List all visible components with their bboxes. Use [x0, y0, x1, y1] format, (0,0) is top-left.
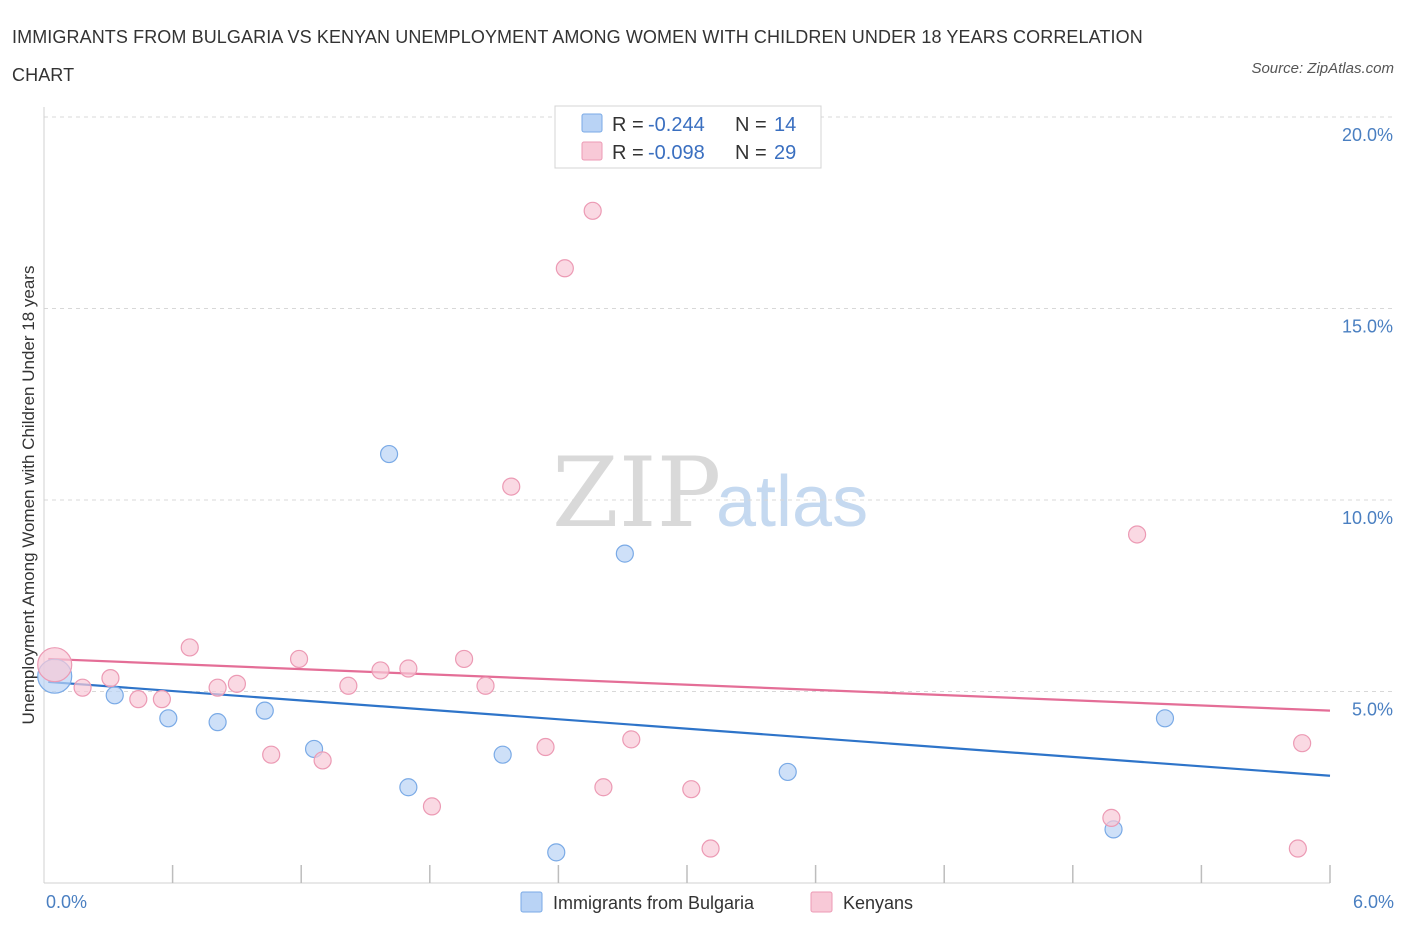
point-kenyans [536, 737, 555, 757]
point-kenyans [1293, 734, 1312, 753]
y-tick-label: 10.0% [1342, 508, 1393, 528]
point-kenyans [555, 259, 574, 278]
point-bulgaria [255, 701, 274, 720]
point-kenyans [180, 638, 199, 657]
y-tick-label: 20.0% [1342, 125, 1393, 145]
y-axis-label: Unemployment Among Women with Children U… [19, 266, 38, 725]
point-bulgaria [778, 762, 797, 782]
point-kenyans [594, 778, 613, 797]
y-axis-tick-labels: 5.0% 10.0% 15.0% 20.0% [1342, 125, 1393, 720]
watermark-zip: ZIP [552, 437, 721, 549]
x-tick-label-max: 6.0% [1353, 892, 1394, 912]
watermark-atlas: atlas [716, 462, 868, 542]
grid-lines [44, 116, 1394, 692]
point-kenyans [339, 676, 358, 695]
y-tick-label: 5.0% [1352, 700, 1393, 720]
point-kenyans [1288, 839, 1307, 858]
series-legend-label-kenyans: Kenyans [843, 893, 913, 913]
point-bulgaria [208, 713, 227, 732]
series-legend: Immigrants from Bulgaria Kenyans [520, 891, 913, 913]
point-kenyans [682, 780, 701, 799]
series-legend-swatch-kenyans [810, 891, 833, 913]
legend-swatch-bulgaria [581, 113, 603, 133]
point-bulgaria [493, 745, 512, 764]
point-bulgaria [105, 686, 124, 705]
point-kenyans [454, 649, 474, 669]
trend-line-bulgaria [48, 680, 1331, 777]
point-kenyans [399, 659, 418, 678]
series-legend-label-bulgaria: Immigrants from Bulgaria [553, 893, 755, 913]
point-kenyans [313, 751, 332, 770]
series-legend-swatch-bulgaria [520, 891, 543, 913]
point-kenyans [583, 201, 602, 220]
point-bulgaria [1155, 709, 1175, 728]
point-bulgaria [615, 544, 634, 563]
point-kenyans [73, 678, 92, 697]
point-kenyans [289, 649, 309, 669]
legend-swatch-kenyans [581, 141, 603, 161]
point-kenyans [622, 730, 641, 749]
legend-n-label-2: N = [735, 142, 767, 164]
point-kenyans [262, 745, 281, 764]
legend-n-value-1: 14 [774, 114, 796, 136]
point-kenyans [1102, 808, 1121, 827]
x-tick-label-min: 0.0% [46, 892, 87, 912]
point-kenyans [208, 678, 227, 697]
point-kenyans [476, 676, 495, 695]
legend-r-label-1: R = [612, 114, 644, 136]
trend-line-kenyans [48, 657, 1331, 712]
chart-title: IMMIGRANTS FROM BULGARIA VS KENYAN UNEMP… [12, 27, 1143, 85]
point-kenyans [37, 647, 73, 683]
point-bulgaria [547, 843, 566, 862]
point-kenyans [502, 477, 521, 496]
point-kenyans [227, 674, 246, 693]
legend-r-value-1: -0.244 [648, 114, 705, 136]
point-kenyans [101, 668, 120, 688]
legend-n-label-1: N = [735, 114, 767, 136]
legend-r-value-2: -0.098 [648, 142, 705, 164]
y-tick-label: 15.0% [1342, 317, 1393, 337]
x-axis-ticks [171, 865, 1331, 883]
point-kenyans [422, 797, 442, 816]
point-bulgaria [399, 778, 418, 797]
scatter-points [37, 201, 1312, 862]
correlation-legend: R = -0.244 N = 14 R = -0.098 N = 29 [554, 105, 822, 169]
point-kenyans [129, 690, 148, 709]
point-kenyans [1127, 525, 1147, 544]
source-label: Source: ZipAtlas.com [1251, 60, 1394, 77]
point-kenyans [701, 839, 720, 858]
point-bulgaria [379, 444, 399, 464]
point-bulgaria [159, 709, 178, 728]
point-kenyans [152, 690, 171, 709]
legend-n-value-2: 29 [774, 142, 796, 164]
point-kenyans [371, 661, 390, 680]
trend-lines [48, 657, 1331, 777]
legend-r-label-2: R = [612, 142, 644, 164]
